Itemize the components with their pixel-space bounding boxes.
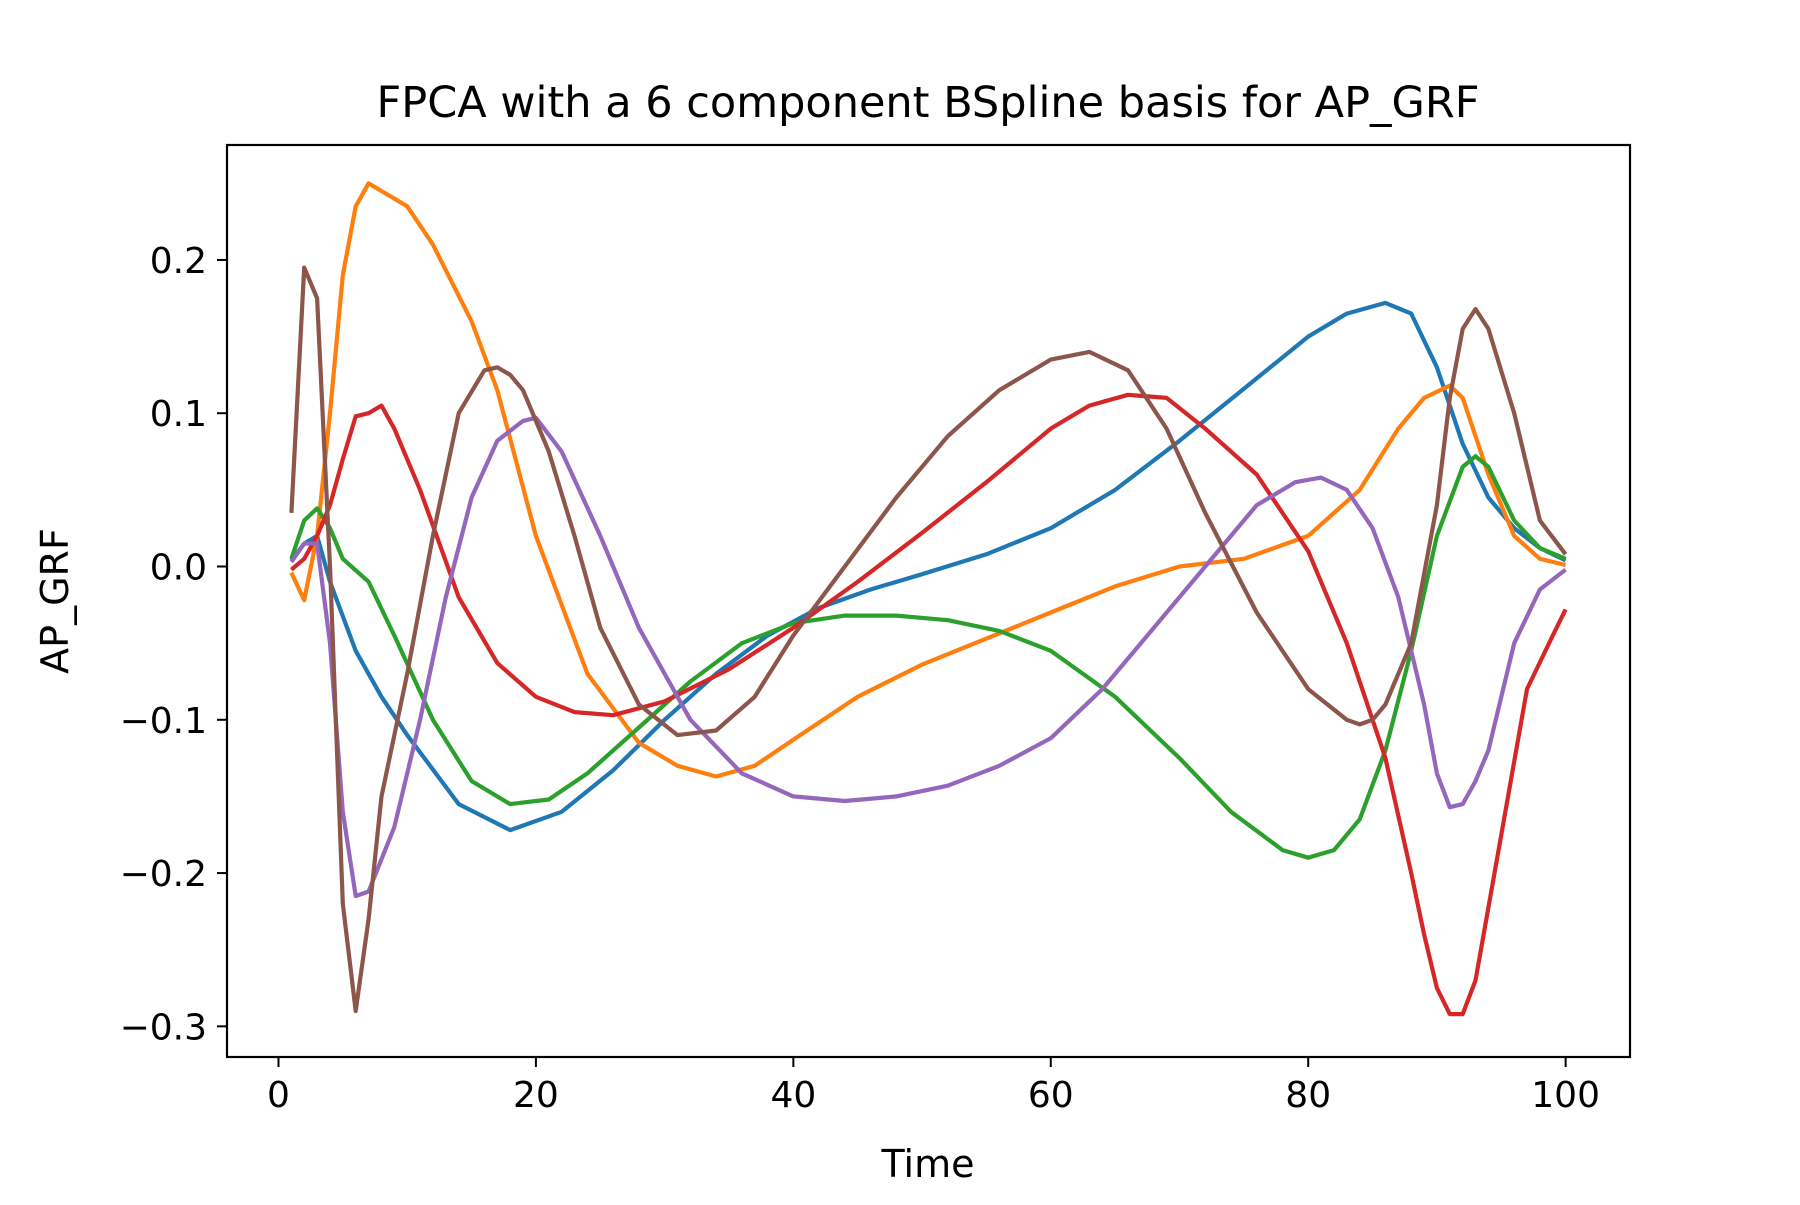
x-tick-label: 40	[770, 1075, 816, 1116]
y-tick-label: 0.1	[150, 394, 207, 435]
y-tick-label: 0.2	[150, 241, 207, 282]
series-layer	[289, 181, 1568, 1017]
x-axis: 0 20 40 60 80 100	[267, 1057, 1600, 1116]
y-tick-label: −0.2	[120, 854, 207, 895]
x-tick-label: 20	[513, 1075, 559, 1116]
series-line-3	[289, 454, 1567, 860]
x-axis-label: Time	[881, 1142, 975, 1186]
y-axis-label: AP_GRF	[33, 528, 77, 674]
x-tick-label: 100	[1531, 1075, 1600, 1116]
y-axis: −0.3 −0.2 −0.1 0.0 0.1 0.2	[120, 241, 227, 1048]
chart-title: FPCA with a 6 component BSpline basis fo…	[377, 78, 1480, 128]
y-tick-label: −0.3	[120, 1007, 207, 1048]
x-tick-label: 80	[1285, 1075, 1331, 1116]
series-line-1	[289, 300, 1567, 833]
y-tick-label: −0.1	[120, 701, 207, 742]
y-tick-label: 0.0	[150, 548, 207, 589]
series-line-2	[289, 181, 1567, 779]
series-line-6	[289, 265, 1568, 1014]
x-tick-label: 0	[267, 1075, 290, 1116]
series-line-5	[289, 415, 1567, 899]
series-line-4	[290, 392, 1568, 1017]
x-tick-label: 60	[1028, 1075, 1074, 1116]
plot-frame	[225, 143, 1632, 1059]
